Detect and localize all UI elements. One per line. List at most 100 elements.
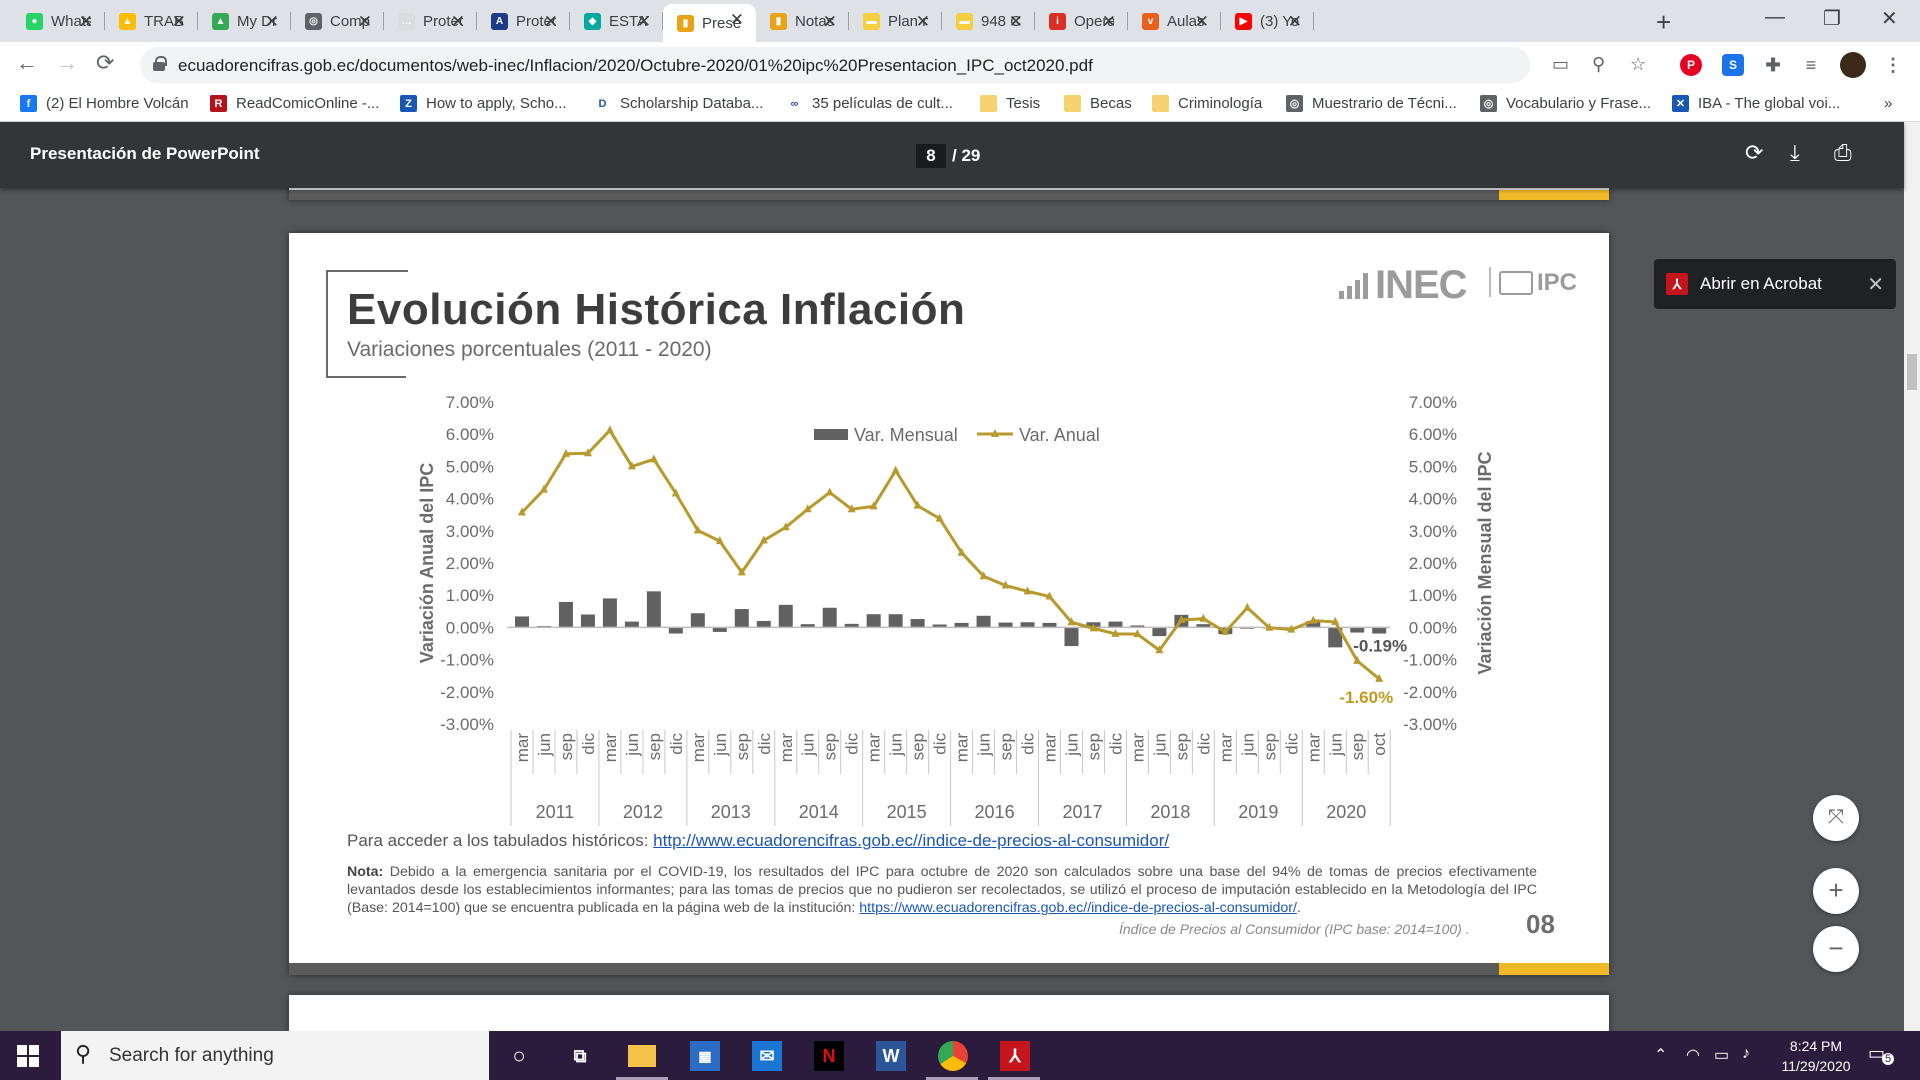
search-placeholder[interactable]: Search for anything bbox=[109, 1045, 274, 1066]
pinterest-icon[interactable]: P bbox=[1680, 54, 1702, 76]
open-in-acrobat-banner[interactable]: ⅄ Abrir en Acrobat ✕ bbox=[1654, 259, 1896, 309]
back-icon[interactable]: ← bbox=[16, 50, 38, 75]
close-icon[interactable]: ✕ bbox=[1194, 12, 1209, 31]
new-tab-icon[interactable]: + bbox=[1656, 7, 1672, 37]
close-icon[interactable]: ✕ bbox=[1101, 12, 1116, 31]
close-window-icon[interactable]: ✕ bbox=[1881, 8, 1898, 30]
browser-tab[interactable]: ▲ My Drive✕ bbox=[198, 6, 291, 36]
info-icon: i bbox=[1049, 12, 1066, 30]
lock-icon[interactable] bbox=[153, 56, 167, 71]
avatar[interactable] bbox=[1840, 52, 1866, 78]
forward-icon[interactable]: → bbox=[56, 50, 78, 75]
bookmark-item[interactable]: Tesis bbox=[980, 95, 1040, 112]
scrollbar-thumb[interactable] bbox=[1907, 354, 1917, 390]
puzzle-icon[interactable]: ✚ bbox=[1765, 54, 1781, 75]
taskbar-search[interactable]: ⚲ Search for anything bbox=[61, 1031, 489, 1080]
close-icon[interactable]: ✕ bbox=[636, 12, 651, 31]
close-icon[interactable]: ✕ bbox=[171, 12, 186, 31]
bar-var-mensual bbox=[1064, 627, 1079, 647]
cast-icon[interactable]: ▭ bbox=[1552, 54, 1570, 74]
tray-chevron-icon[interactable]: ⌃ bbox=[1654, 1047, 1668, 1064]
star-icon[interactable]: ☆ bbox=[1630, 54, 1647, 74]
more-bookmarks-icon[interactable]: » bbox=[1884, 95, 1893, 112]
browser-tab[interactable]: v Aulas ✕ bbox=[1128, 6, 1221, 36]
windows-start-icon[interactable] bbox=[17, 1045, 39, 1067]
browser-tab[interactable]: ▮ Presentación✕ bbox=[663, 4, 756, 42]
time-text: 8:24 PM bbox=[1789, 1038, 1843, 1054]
file-explorer-icon[interactable] bbox=[628, 1045, 656, 1067]
bookmark-item[interactable]: Criminología bbox=[1152, 95, 1262, 112]
browser-tab[interactable]: ▲ TRABAJO✕ bbox=[105, 6, 198, 36]
rotate-icon[interactable]: ⟳ bbox=[1745, 140, 1764, 165]
cortana-icon[interactable]: ○ bbox=[512, 1043, 526, 1068]
x-tick-label: mar bbox=[865, 733, 884, 763]
skype-extension-icon[interactable]: S bbox=[1722, 54, 1744, 76]
task-view-icon[interactable]: ⧉ bbox=[573, 1045, 587, 1066]
browser-tab[interactable]: ▶ (3) YouTube✕ bbox=[1221, 6, 1314, 36]
historical-data-link[interactable]: http://www.ecuadorencifras.gob.ec//indic… bbox=[653, 831, 1170, 850]
netflix-icon[interactable]: N bbox=[814, 1041, 844, 1071]
close-icon[interactable]: ✕ bbox=[450, 12, 465, 31]
bookmark-item[interactable]: R ReadComicOnline -... bbox=[210, 95, 379, 112]
acrobat-label[interactable]: Abrir en Acrobat bbox=[1700, 274, 1822, 293]
bookmark-item[interactable]: D Scholarship Databa... bbox=[594, 95, 763, 112]
menu-dots-icon[interactable]: ⋮ bbox=[1884, 54, 1902, 75]
flag-icon: ▬ bbox=[956, 12, 973, 30]
browser-tab[interactable]: ▬ Plan nacional✕ bbox=[849, 6, 942, 36]
download-icon[interactable]: ⤓ bbox=[1790, 140, 1800, 165]
mail-icon[interactable]: ✉ bbox=[752, 1041, 782, 1071]
browser-tab[interactable]: i Operación✕ bbox=[1035, 6, 1128, 36]
store-icon[interactable]: ▦ bbox=[690, 1041, 720, 1071]
zoom-in-button[interactable]: + bbox=[1813, 868, 1859, 914]
zoom-icon[interactable]: ⚲ bbox=[1592, 54, 1606, 74]
browser-tab[interactable]: ● WhatsApp✕ bbox=[12, 6, 105, 36]
point-var-anual bbox=[913, 500, 922, 509]
zoom-out-button[interactable]: − bbox=[1813, 926, 1859, 972]
browser-tab[interactable]: ▮ Notas ✕ bbox=[756, 6, 849, 36]
browser-tab[interactable]: … Protección✕ bbox=[384, 6, 477, 36]
methodology-link[interactable]: https://www.ecuadorencifras.gob.ec//indi… bbox=[859, 900, 1297, 916]
vertical-scrollbar[interactable] bbox=[1904, 122, 1920, 1031]
x-tick-label: jun bbox=[887, 733, 906, 757]
close-icon[interactable]: ✕ bbox=[1867, 274, 1884, 296]
tab-separator bbox=[1034, 12, 1035, 30]
wifi-icon[interactable]: ◠ bbox=[1686, 1047, 1700, 1064]
close-icon[interactable]: ✕ bbox=[264, 12, 279, 31]
bookmark-item[interactable]: ✕ IBA - The global voi... bbox=[1672, 95, 1840, 112]
close-icon[interactable]: ✕ bbox=[1008, 12, 1023, 31]
browser-tab[interactable]: ◆ ESTATUTO✕ bbox=[570, 6, 663, 36]
close-icon[interactable]: ✕ bbox=[543, 12, 558, 31]
reload-icon[interactable]: ⟳ bbox=[96, 50, 115, 75]
fit-page-button[interactable]: ⤧ bbox=[1813, 795, 1859, 841]
bookmark-item[interactable]: f (2) El Hombre Volcán bbox=[20, 95, 189, 112]
print-icon[interactable]: ⎙ bbox=[1834, 140, 1852, 165]
bookmark-item[interactable]: Becas bbox=[1064, 95, 1132, 112]
close-icon[interactable]: ✕ bbox=[822, 12, 837, 31]
browser-tab[interactable]: A Protección✕ bbox=[477, 6, 570, 36]
clock[interactable]: 8:24 PM 11/29/2020 bbox=[1766, 1036, 1866, 1076]
close-icon[interactable]: ✕ bbox=[729, 10, 744, 29]
close-icon[interactable]: ✕ bbox=[915, 12, 930, 31]
url-text[interactable]: ecuadorencifras.gob.ec/documentos/web-in… bbox=[178, 56, 1093, 75]
reading-list-icon[interactable]: ≡ bbox=[1805, 54, 1817, 75]
browser-tab[interactable]: ◎ Compartido✕ bbox=[291, 6, 384, 36]
bookmark-item[interactable]: Z How to apply, Scho... bbox=[400, 95, 567, 112]
browser-tab[interactable]: ▬ 948 COIP✕ bbox=[942, 6, 1035, 36]
chrome-icon[interactable] bbox=[938, 1041, 968, 1071]
close-icon[interactable]: ✕ bbox=[78, 12, 93, 31]
volume-icon[interactable]: ♪ bbox=[1742, 1045, 1750, 1062]
minimize-icon[interactable]: — bbox=[1765, 6, 1785, 28]
pdf-viewer[interactable]: Evolución Histórica Inflación Variacione… bbox=[0, 188, 1904, 1031]
close-icon[interactable]: ✕ bbox=[1287, 12, 1302, 31]
close-icon[interactable]: ✕ bbox=[357, 12, 372, 31]
acrobat-reader-icon[interactable]: ⅄ bbox=[1000, 1041, 1030, 1071]
page-number-input[interactable]: 8 bbox=[916, 144, 946, 168]
word-icon[interactable]: W bbox=[876, 1041, 906, 1071]
address-bar[interactable]: ecuadorencifras.gob.ec/documentos/web-in… bbox=[140, 47, 1646, 83]
maximize-icon[interactable]: ❐ bbox=[1823, 8, 1841, 30]
bookmark-item[interactable]: ◎ Vocabulario y Frase... bbox=[1480, 95, 1651, 112]
notifications-icon[interactable]: ▭ bbox=[1868, 1043, 1886, 1063]
bookmark-item[interactable]: ◎ Muestrario de Técni... bbox=[1286, 95, 1457, 112]
bookmark-item[interactable]: ∞ 35 películas de cult... bbox=[786, 95, 953, 112]
battery-icon[interactable]: ▭ bbox=[1714, 1047, 1730, 1064]
